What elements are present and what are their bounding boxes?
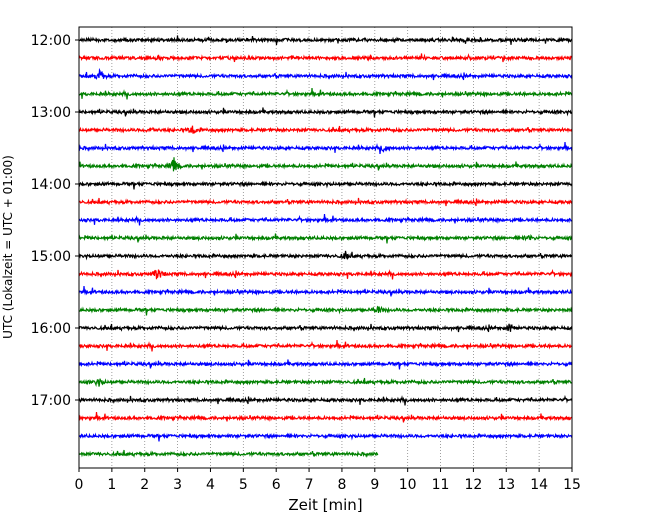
y-tick-label: 17:00 xyxy=(31,393,71,409)
y-tick-label: 14:00 xyxy=(31,177,71,193)
y-tick-label: 12:00 xyxy=(31,33,71,49)
y-tick-label: 16:00 xyxy=(31,321,71,337)
trace-1645 xyxy=(78,377,573,387)
x-axis-label: Zeit [min] xyxy=(288,496,362,514)
y-axis: 12:00 13:00 14:00 15:00 16:00 17:00 xyxy=(31,33,79,409)
x-tick-label: 5 xyxy=(239,477,248,493)
trace-1500 xyxy=(78,250,573,261)
y-tick-label: 13:00 xyxy=(31,105,71,121)
x-tick-label: 12 xyxy=(464,477,482,493)
trace-1715 xyxy=(78,412,573,423)
x-tick-label: 2 xyxy=(140,477,149,493)
trace-1700 xyxy=(78,394,573,406)
trace-1400 xyxy=(78,180,573,190)
x-tick-label: 15 xyxy=(563,477,581,493)
x-tick-label: 9 xyxy=(370,477,379,493)
x-tick-label: 8 xyxy=(337,477,346,493)
x-tick-label: 0 xyxy=(75,477,84,493)
trace-1545 xyxy=(78,305,573,316)
trace-1415 xyxy=(78,197,573,207)
trace-1615 xyxy=(78,340,573,352)
x-tick-label: 11 xyxy=(432,477,450,493)
plot-frame xyxy=(78,26,573,469)
x-tick-label: 13 xyxy=(497,477,515,493)
trace-1600 xyxy=(78,323,573,333)
trace-1530 xyxy=(78,286,573,297)
x-axis: 0 1 2 3 4 5 6 7 8 9 10 11 12 13 14 15 xyxy=(75,468,581,493)
x-tick-label: 14 xyxy=(530,477,548,493)
x-tick-label: 7 xyxy=(305,477,314,493)
trace-1330 xyxy=(78,142,573,154)
trace-1430 xyxy=(78,214,573,226)
trace-1230 xyxy=(78,67,573,81)
trace-1515 xyxy=(78,268,573,280)
x-tick-label: 1 xyxy=(107,477,116,493)
trace-1300 xyxy=(78,107,573,118)
x-tick-label: 3 xyxy=(173,477,182,493)
trace-1345 xyxy=(78,157,573,172)
x-tick-label: 4 xyxy=(206,477,215,493)
trace-1200 xyxy=(78,35,573,45)
trace-group xyxy=(78,35,573,458)
y-tick-label: 15:00 xyxy=(31,249,71,265)
x-tick-label: 6 xyxy=(272,477,281,493)
trace-1445 xyxy=(78,233,573,244)
trace-1730 xyxy=(78,432,573,442)
trace-1630 xyxy=(78,359,573,370)
trace-1315 xyxy=(78,125,573,134)
x-tick-label: 10 xyxy=(399,477,417,493)
trace-1745 xyxy=(78,449,379,458)
trace-1245 xyxy=(78,88,573,100)
y-axis-label: UTC (Lokalzeit = UTC + 01:00) xyxy=(1,155,15,339)
trace-1215 xyxy=(78,53,573,63)
